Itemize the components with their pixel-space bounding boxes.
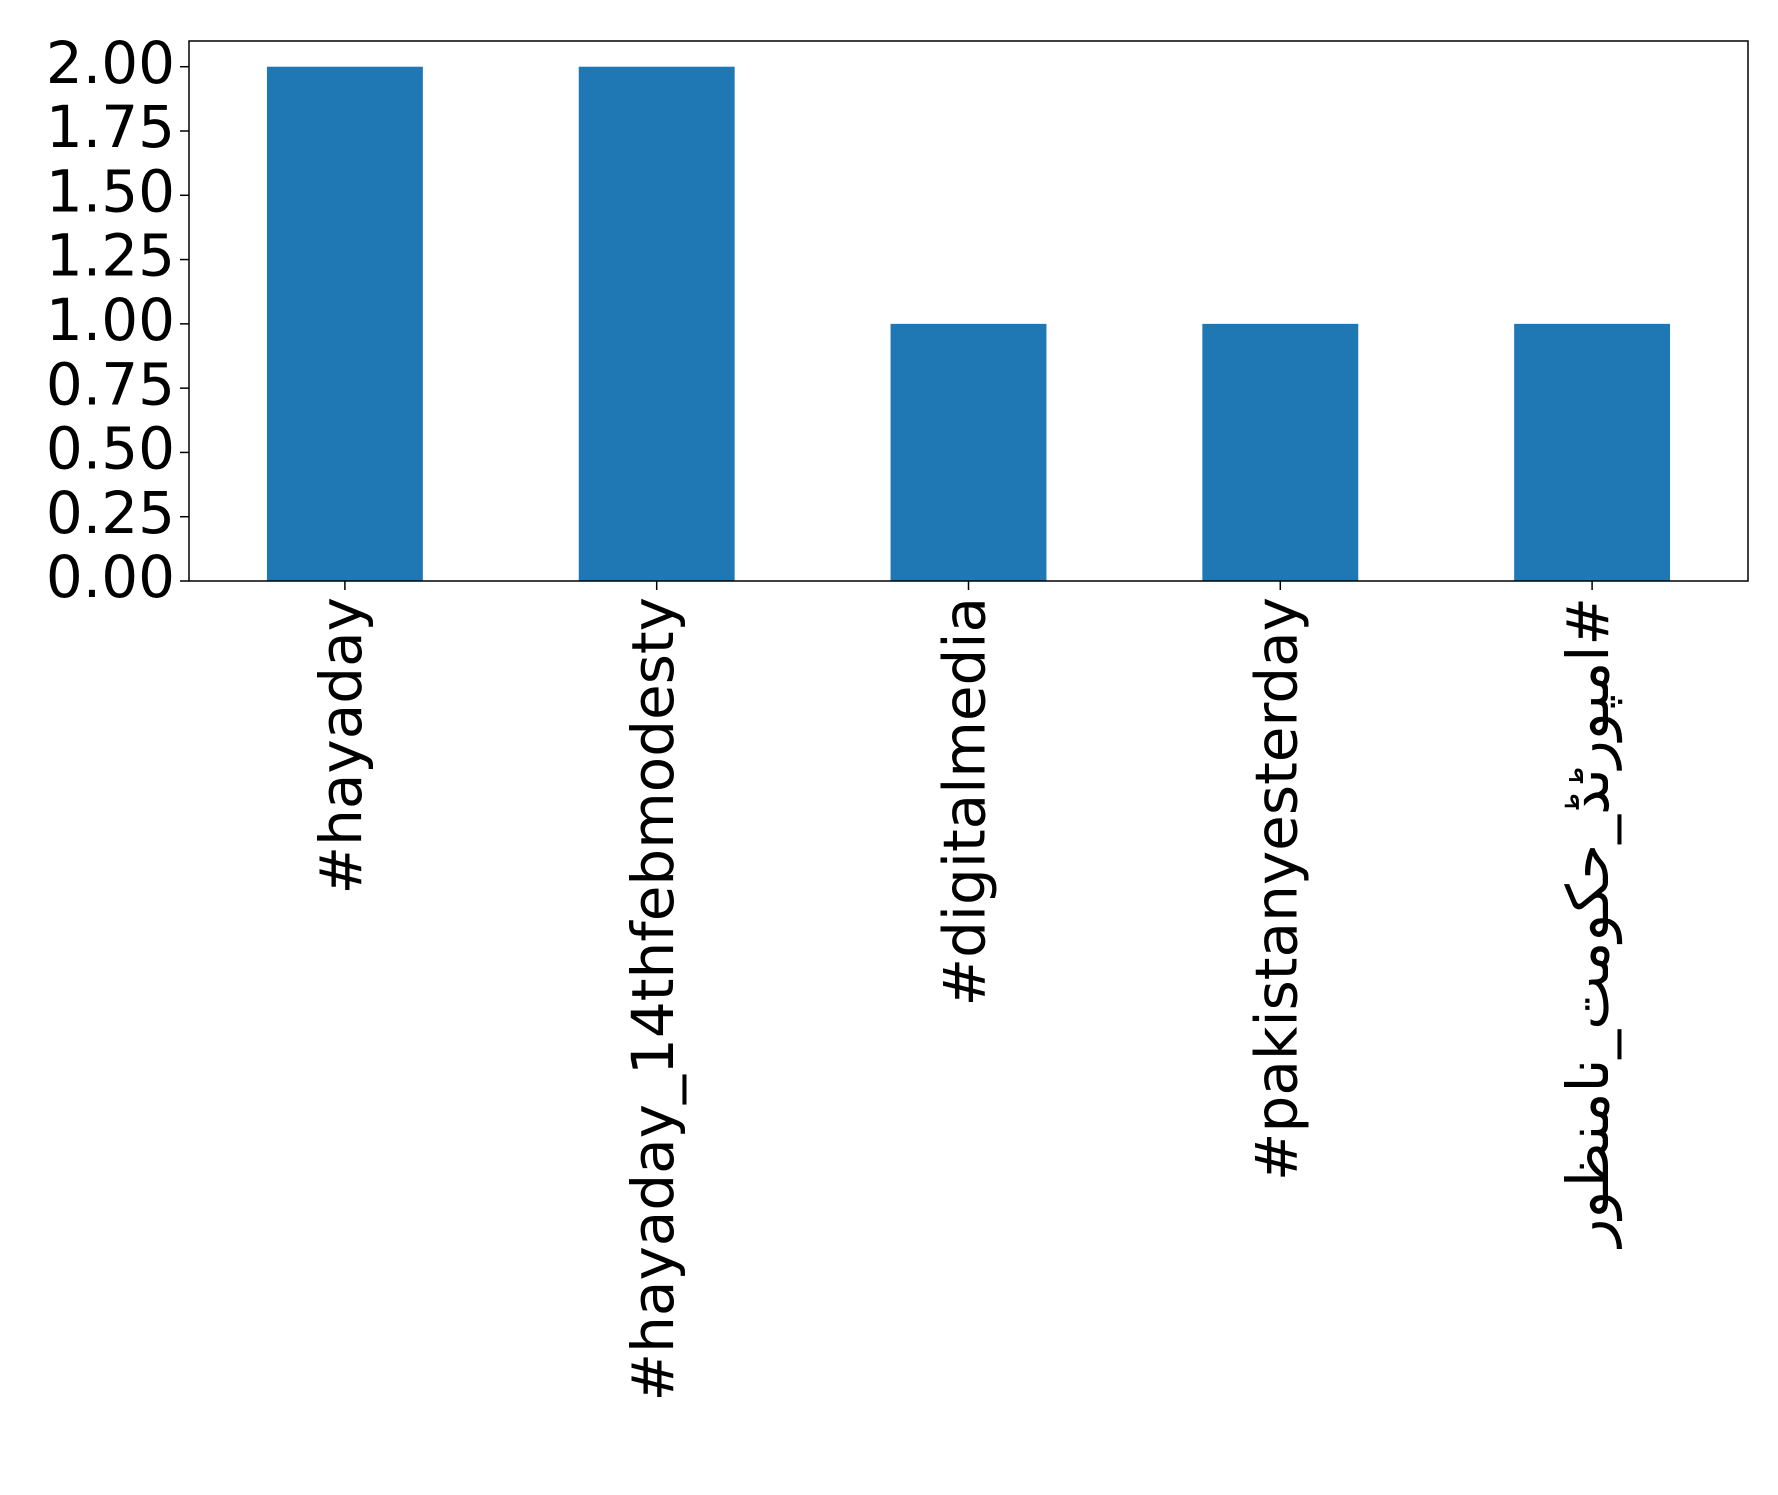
- y-tick-label: 0.75: [46, 350, 175, 418]
- bar: [266, 66, 423, 581]
- x-tick-label: #hayaday_14thfebmodesty: [619, 597, 687, 1401]
- y-tick-label: 0.50: [46, 415, 175, 483]
- y-tick-label: 1.75: [46, 93, 175, 161]
- y-tick-label: 1.25: [46, 222, 175, 290]
- y-tick-label: 2.00: [46, 29, 175, 97]
- y-tick-label: 1.00: [46, 286, 175, 354]
- x-tick-label: #امپورٹڈ_حکومت_نامنظور: [1554, 597, 1623, 1250]
- y-tick-label: 0.00: [46, 543, 175, 611]
- y-tick-label: 0.25: [46, 479, 175, 547]
- bar: [890, 323, 1047, 581]
- bar: [1202, 323, 1359, 581]
- bar: [578, 66, 735, 581]
- plot-frame: [188, 40, 1749, 582]
- x-tick-label: #digitalmedia: [931, 597, 999, 1007]
- y-tick-label: 1.50: [46, 157, 175, 225]
- x-tick-label: #hayaday: [307, 597, 375, 894]
- bar: [1514, 323, 1671, 581]
- x-tick-label: #pakistanyesterday: [1242, 597, 1310, 1181]
